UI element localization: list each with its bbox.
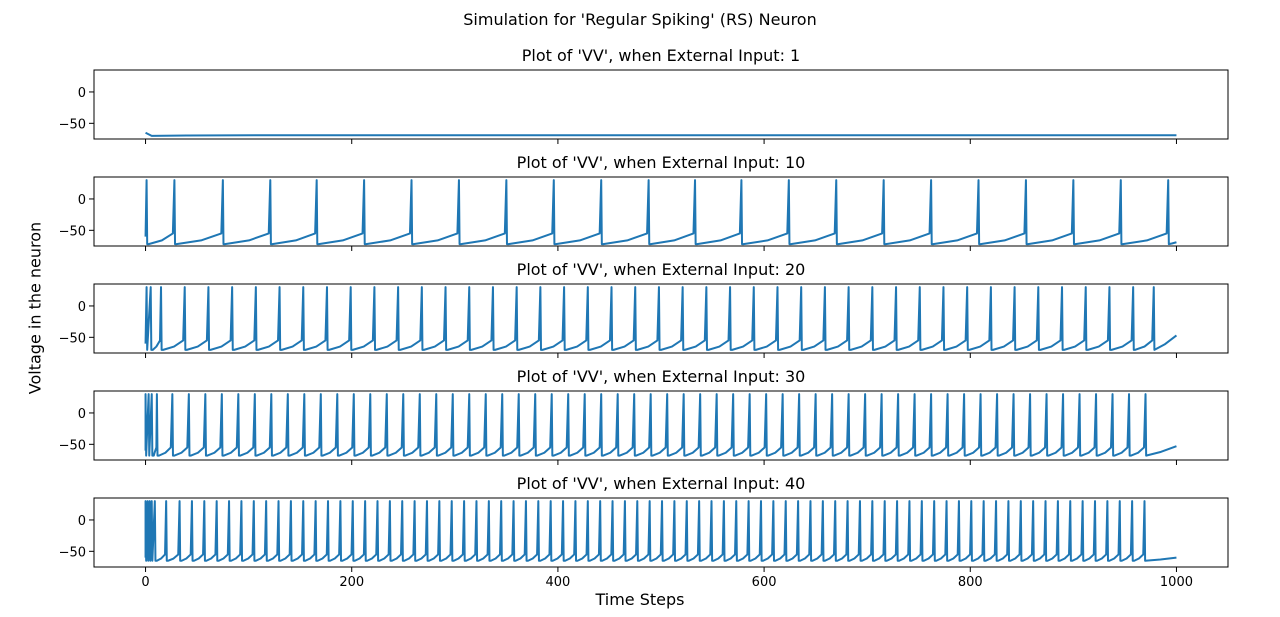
y-tick-label: 0 [78, 407, 86, 422]
axes-frame [93, 283, 1229, 354]
axes-frame [93, 497, 1229, 568]
axes-frame [93, 69, 1229, 140]
y-tick-label: −50 [59, 331, 86, 346]
y-tick-label: −50 [59, 545, 86, 560]
series-line-vv [144, 286, 1178, 351]
subplot-3: Plot of 'VV', when External Input: 20 0 −5… [59, 260, 1229, 358]
x-tick-label: 1000 [1160, 575, 1193, 590]
subplot-5: Plot of 'VV', when External Input: 40 0 −5… [59, 474, 1229, 590]
subplot-title: Plot of 'VV', when External Input: 40 [517, 474, 806, 493]
y-tick-label: 0 [78, 193, 86, 208]
figure-title: Simulation for 'Regular Spiking' (RS) Ne… [463, 10, 817, 29]
subplot-2: Plot of 'VV', when External Input: 10 0 −5… [59, 153, 1229, 251]
y-tick-label: −50 [59, 438, 86, 453]
x-tick-label: 400 [545, 575, 570, 590]
subplot-1: Plot of 'VV', when External Input: 1 0 −50 [59, 46, 1229, 144]
x-tick-label: 0 [141, 575, 149, 590]
series-line-vv [144, 393, 1177, 457]
y-tick-label: −50 [59, 117, 86, 132]
y-tick-label: 0 [78, 514, 86, 529]
subplot-4: Plot of 'VV', when External Input: 30 0 −5… [59, 367, 1229, 465]
y-tick-label: 0 [78, 300, 86, 315]
x-tick-label: 600 [752, 575, 777, 590]
subplot-title: Plot of 'VV', when External Input: 30 [517, 367, 806, 386]
series-line-vv [145, 131, 1177, 137]
subplot-title: Plot of 'VV', when External Input: 20 [517, 260, 806, 279]
series-line-vv [144, 500, 1177, 562]
subplot-title: Plot of 'VV', when External Input: 1 [522, 46, 800, 65]
axes-frame [93, 176, 1229, 247]
series-line-vv [144, 179, 1177, 246]
subplot-title: Plot of 'VV', when External Input: 10 [517, 153, 806, 172]
axes-frame [93, 390, 1229, 461]
figure-x-axis-label: Time Steps [595, 590, 685, 609]
x-tick-label: 200 [339, 575, 364, 590]
x-tick-label: 800 [958, 575, 983, 590]
y-tick-label: 0 [78, 86, 86, 101]
y-tick-label: −50 [59, 224, 86, 239]
